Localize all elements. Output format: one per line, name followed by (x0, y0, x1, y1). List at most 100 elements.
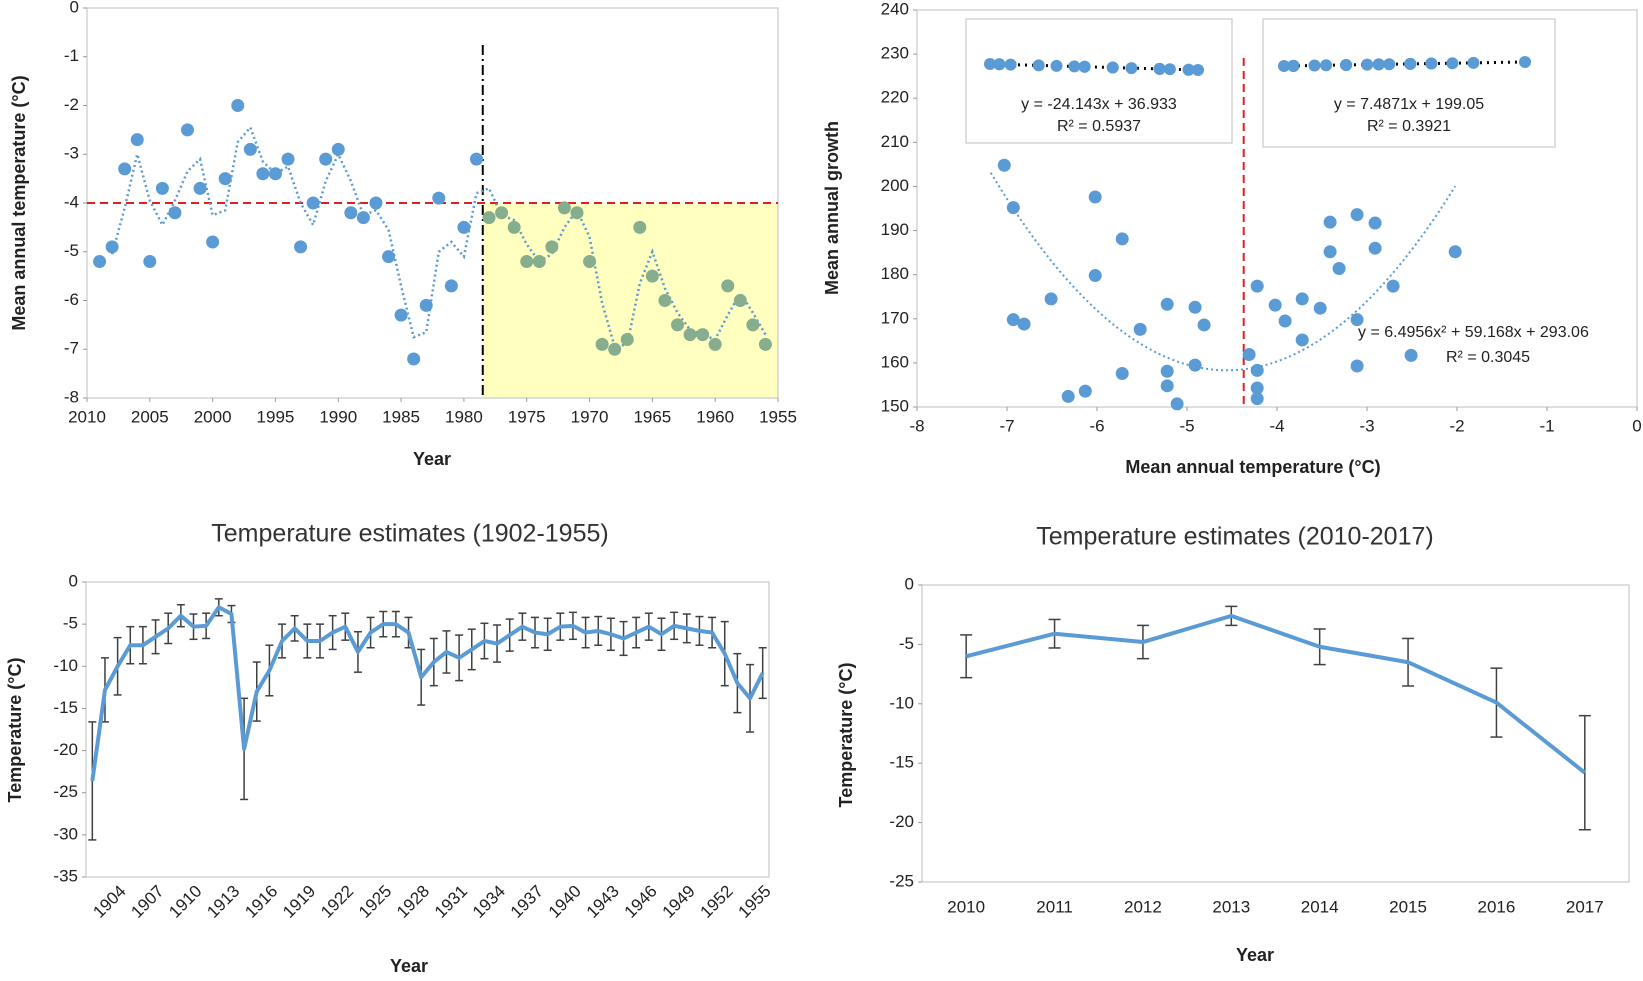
point (1386, 279, 1400, 293)
point (193, 181, 207, 195)
point (1368, 241, 1382, 255)
point (532, 255, 546, 268)
x-tick-label: 1907 (127, 882, 167, 922)
point (1170, 397, 1184, 411)
point (1313, 301, 1327, 315)
point (1006, 313, 1020, 327)
x-tick-label: -6 (1089, 416, 1104, 435)
trend-equation: y = 6.4956x² + 59.168x + 293.06 (1358, 324, 1589, 341)
chart-title: Temperature estimates (2010-2017) (1036, 523, 1433, 551)
y-tick-label: 170 (881, 308, 909, 327)
y-tick-label: -20 (889, 812, 914, 831)
point (344, 206, 358, 220)
point (1332, 261, 1346, 275)
inset-point (1032, 59, 1045, 72)
y-tick-label: -7 (64, 339, 79, 358)
inset-point (1182, 63, 1195, 76)
y-tick-label: -10 (889, 693, 914, 712)
point (444, 279, 458, 293)
point (1404, 348, 1418, 362)
point (1133, 322, 1147, 336)
point (432, 191, 446, 205)
y-tick-label: 230 (881, 44, 909, 63)
point (1268, 298, 1282, 312)
point (583, 255, 597, 268)
x-tick-label: 2015 (1389, 897, 1427, 916)
inset-point (1320, 59, 1333, 72)
point (369, 196, 383, 210)
y-tick-label: -4 (64, 192, 79, 211)
y-axis-title: Temperature (°C) (836, 663, 856, 808)
x-tick-label: 2014 (1301, 897, 1339, 916)
line (90, 605, 765, 782)
y-tick-label: -6 (64, 290, 79, 309)
y-tick-label: 150 (881, 396, 909, 415)
point (670, 318, 684, 332)
x-tick-label: 2017 (1566, 897, 1604, 916)
inset-point (1372, 58, 1385, 71)
y-tick-label: -25 (53, 782, 78, 801)
x-tick-label: 2012 (1124, 897, 1162, 916)
x-tick-label: 1925 (355, 882, 395, 922)
point (1368, 216, 1382, 230)
point (733, 294, 747, 307)
x-tick-label: 1916 (241, 882, 281, 922)
point (1197, 318, 1211, 332)
point (1278, 314, 1292, 328)
inset-point (984, 58, 996, 70)
point (645, 269, 659, 283)
inset-box (1262, 18, 1556, 148)
trendline (989, 172, 1457, 372)
x-tick-label: 1975 (508, 407, 546, 426)
x-tick-label: 2013 (1212, 897, 1250, 916)
point (595, 337, 609, 351)
point (268, 167, 282, 181)
point (570, 206, 584, 220)
point (1115, 366, 1129, 380)
x-tick-label: 1985 (382, 407, 420, 426)
point (1323, 215, 1337, 229)
x-tick-label: 2010 (947, 897, 985, 916)
point (331, 142, 345, 156)
x-tick-label: 1952 (697, 882, 737, 922)
point (93, 255, 107, 268)
x-tick-label: 1960 (696, 407, 734, 426)
x-tick-label: 2005 (131, 407, 169, 426)
point (1160, 297, 1174, 311)
point (1250, 363, 1264, 377)
point (1350, 208, 1364, 222)
y-tick-label: -20 (53, 740, 78, 759)
x-tick-label: 1955 (734, 882, 774, 922)
y-tick-label: 180 (881, 264, 909, 283)
point (457, 220, 471, 234)
trendline (110, 125, 767, 349)
y-tick-label: -5 (899, 634, 914, 653)
y-tick-label: -15 (53, 698, 78, 717)
point (758, 337, 772, 351)
y-tick-label: -25 (889, 871, 914, 890)
inset-r2: R² = 0.5937 (1057, 118, 1141, 135)
inset-point (1125, 62, 1138, 75)
point (143, 255, 157, 268)
x-tick-label: -5 (1179, 416, 1194, 435)
point (482, 211, 496, 225)
point (557, 201, 571, 215)
point (1006, 201, 1020, 215)
inset-r2: R² = 0.3921 (1367, 118, 1451, 135)
x-tick-label: 2000 (194, 407, 232, 426)
x-tick-label: 1949 (659, 882, 699, 922)
x-axis-title: Mean annual temperature (°C) (1125, 457, 1380, 477)
inset-point (1425, 57, 1438, 70)
y-tick-label: 240 (881, 0, 909, 18)
point (256, 167, 270, 181)
point (382, 250, 396, 264)
inset-point (1361, 58, 1374, 71)
point (633, 220, 647, 234)
point (1188, 300, 1202, 314)
x-tick-label: -4 (1269, 416, 1284, 435)
point (294, 240, 308, 254)
inset-point (1519, 56, 1531, 68)
inset-point (1050, 59, 1063, 72)
x-tick-label: 2010 (68, 407, 106, 426)
